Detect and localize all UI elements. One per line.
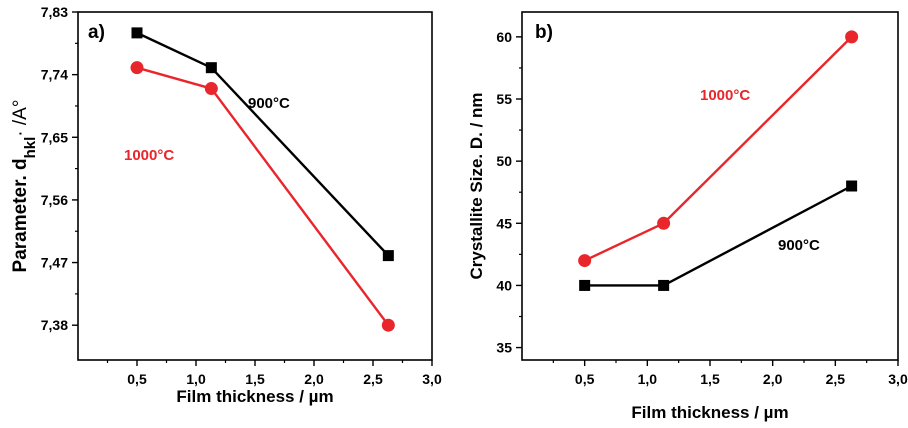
chart-panel-b: 0,5 1,0 1,5 2,0 2,5 3,0 35 40 45 50 55 60 b) Film thi…	[467, 11, 908, 422]
series-label: 1000°C	[700, 87, 750, 104]
data-point-square	[131, 27, 143, 39]
chart-panel-a: 0,5 1,0 1,5 2,0 2,5 3,0 7,38 7,47 7,56 7,65 7,74 7,…	[10, 4, 442, 406]
data-point-circle	[657, 216, 671, 230]
series-line	[584, 36, 853, 262]
x-axis-title: Film thickness / µm	[631, 403, 788, 422]
data-point-square	[658, 279, 670, 291]
series-label: 1000°C	[124, 147, 174, 164]
x-axis-title: Film thickness / µm	[176, 387, 333, 406]
y-tick-label: 7,56	[41, 192, 68, 208]
series-1000C: 1000°C	[578, 30, 859, 268]
y-tick-label: 60	[496, 29, 512, 45]
y-tick-label: 50	[496, 153, 512, 169]
data-point-circle	[578, 254, 592, 268]
data-point-square	[205, 62, 217, 74]
y-tick-label: 7,65	[41, 129, 68, 145]
series-line	[584, 184, 853, 287]
data-point-square	[846, 180, 858, 192]
x-tick-label: 2,0	[304, 371, 324, 387]
series-900C: 900°C	[131, 27, 394, 262]
data-point-square	[579, 279, 591, 291]
plot-frame	[521, 11, 899, 361]
y-axis-title: Crystallite Size. D. / nm	[467, 92, 486, 279]
series-900C: 900°C	[579, 180, 858, 291]
panel-label: b)	[535, 22, 553, 43]
data-point-square	[382, 250, 394, 262]
y-tick-label: 45	[496, 215, 512, 231]
x-tick-label: 0,5	[575, 371, 595, 387]
y-tick-label: 55	[496, 91, 512, 107]
series-line	[136, 31, 390, 257]
data-point-circle	[130, 61, 144, 75]
y-axis-title: Parameter. dhkl· /A°	[10, 100, 39, 273]
x-tick-label: 2,5	[826, 371, 846, 387]
x-tick-label: 1,0	[638, 371, 658, 387]
data-point-circle	[845, 30, 859, 44]
data-point-circle	[381, 318, 395, 332]
x-tick-label: 2,5	[363, 371, 383, 387]
data-point-circle	[204, 82, 218, 96]
x-tick-label: 1,5	[700, 371, 720, 387]
x-tick-label: 1,0	[186, 371, 206, 387]
x-tick-label: 0,5	[127, 371, 147, 387]
y-tick-label: 7,74	[41, 67, 68, 83]
y-tick-label: 7,38	[41, 317, 68, 333]
series-label: 900°C	[778, 237, 820, 254]
x-tick-label: 1,5	[245, 371, 265, 387]
plot-frame	[77, 11, 433, 361]
series-label: 900°C	[248, 95, 290, 112]
y-tick-label: 35	[496, 340, 512, 356]
x-tick-label: 3,0	[888, 371, 908, 387]
y-tick-label: 40	[496, 277, 512, 293]
y-tick-label: 7,47	[41, 255, 68, 271]
panel-label: a)	[88, 22, 105, 43]
y-tick-label: 7,83	[41, 4, 68, 20]
series-1000C: 1000°C	[124, 61, 395, 332]
x-tick-label: 3,0	[422, 371, 442, 387]
x-tick-label: 2,0	[763, 371, 783, 387]
